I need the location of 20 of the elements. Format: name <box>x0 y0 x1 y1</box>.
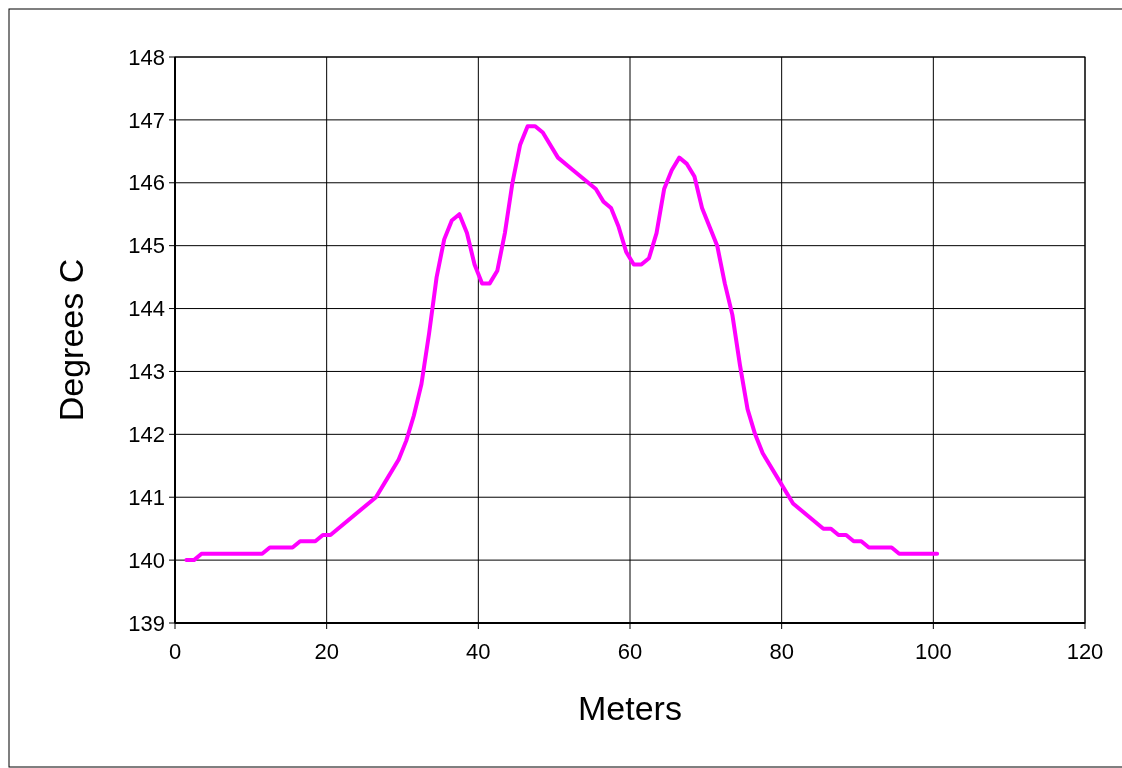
y-tick-label: 141 <box>128 484 165 510</box>
y-axis-title: Degrees C <box>52 258 90 422</box>
y-tick-label: 146 <box>128 170 165 196</box>
x-tick-label: 80 <box>769 639 794 664</box>
y-tick-label: 145 <box>128 233 165 259</box>
y-tick-label: 140 <box>128 547 165 573</box>
y-tick-label: 148 <box>128 44 165 70</box>
line-series <box>184 124 940 563</box>
y-tick-label: 147 <box>128 107 165 133</box>
x-tick-label: 60 <box>617 639 643 664</box>
y-tick-label: 144 <box>128 296 165 322</box>
y-tick-label: 142 <box>128 422 165 448</box>
x-tick-label: 120 <box>1066 639 1104 664</box>
y-tick-label: 139 <box>128 610 165 636</box>
x-axis-title: Meters <box>578 689 682 727</box>
x-tick-label: 100 <box>914 639 952 664</box>
x-tick-label: 20 <box>314 639 339 664</box>
y-tick-label: 143 <box>128 359 165 385</box>
x-tick-label: 0 <box>168 639 182 664</box>
x-tick-label: 40 <box>466 639 491 664</box>
